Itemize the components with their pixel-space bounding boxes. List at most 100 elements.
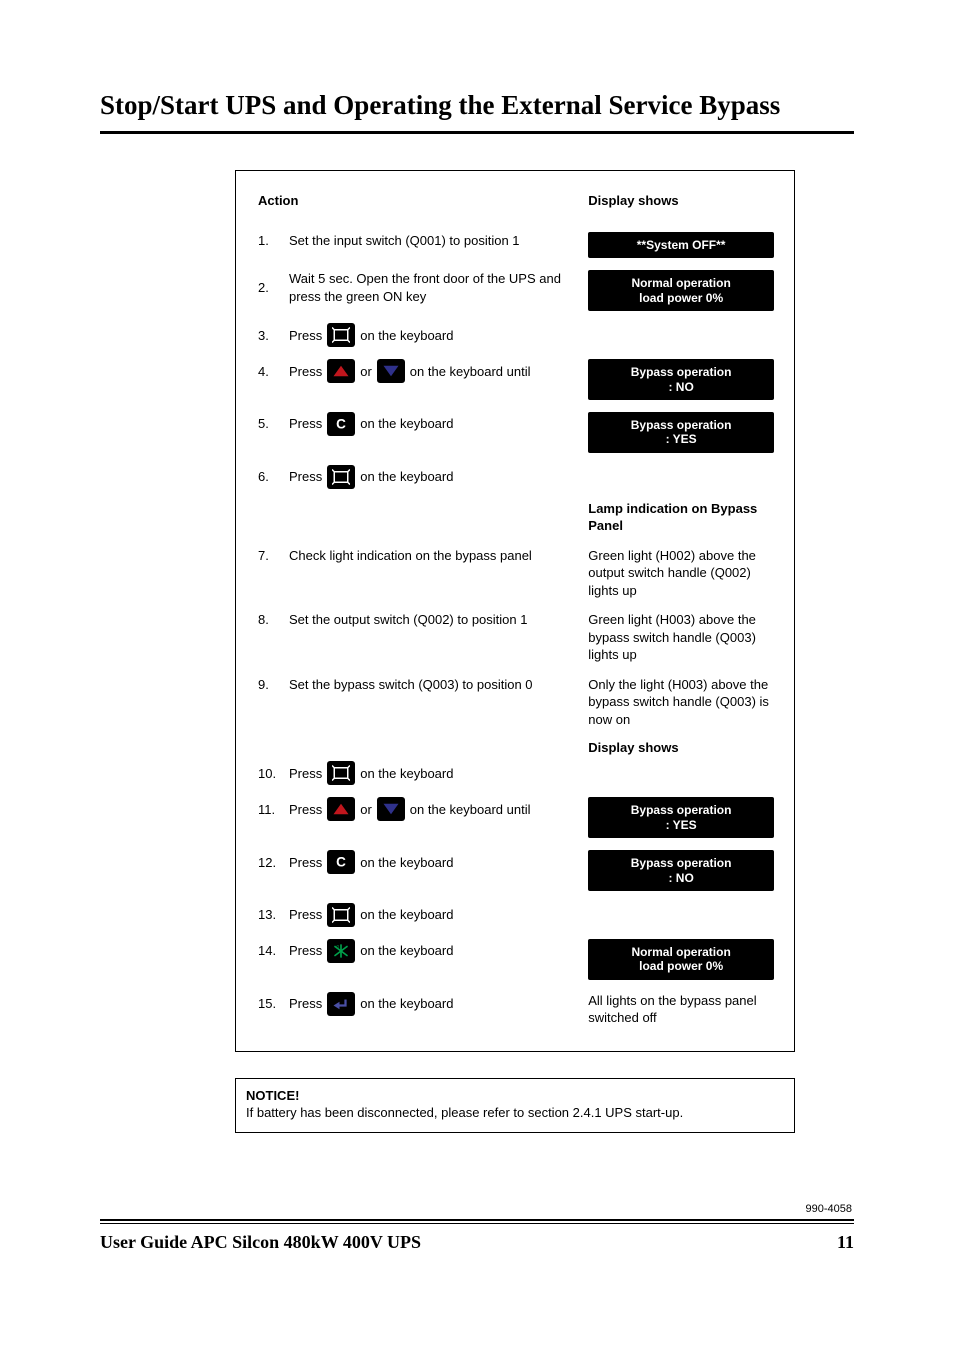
step-post: on the keyboard (360, 469, 453, 484)
step-number: 10. (258, 766, 284, 781)
badge-line1: Bypass operation (631, 365, 732, 379)
menu-key-icon (327, 761, 355, 785)
step-number: 12. (258, 855, 284, 870)
step-11: 11. Press or on the keyboard until Bypas… (258, 797, 774, 838)
down-key-icon (377, 797, 405, 821)
display-badge-normal-operation: Normal operation load power 0% (588, 939, 774, 980)
badge-line2: load power 0% (639, 959, 723, 973)
step-5: 5. Press on the keyboard Bypass operatio… (258, 412, 774, 453)
step-14: 14. Press on the keyboard Normal operati… (258, 939, 774, 980)
step-1: 1. Set the input switch (Q001) to positi… (258, 232, 774, 258)
badge-line1: Normal operation (631, 945, 730, 959)
display-shows-subhead: Display shows (588, 740, 774, 757)
document-id: 990-4058 (100, 1203, 854, 1215)
step-post: on the keyboard (360, 766, 453, 781)
display-badge-bypass-yes: Bypass operation : YES (588, 797, 774, 838)
up-key-icon (327, 359, 355, 383)
star-key-icon (327, 939, 355, 963)
step-post: on the keyboard until (410, 802, 531, 817)
display-badge-bypass-yes: Bypass operation : YES (588, 412, 774, 453)
step-number: 3. (258, 328, 284, 343)
display-badge-system-off: **System OFF** (588, 232, 774, 258)
display-plain: All lights on the bypass panel switched … (588, 992, 774, 1027)
lamp-indication-subhead: Lamp indication on Bypass Panel (588, 501, 774, 535)
step-number: 5. (258, 416, 284, 431)
step-pre: Press (289, 364, 322, 379)
step-number: 13. (258, 907, 284, 922)
step-number: 7. (258, 548, 284, 563)
footer-page-number: 11 (837, 1232, 854, 1253)
display-plain: Green light (H002) above the output swit… (588, 547, 774, 600)
step-pre: Press (289, 802, 322, 817)
section-rule (100, 131, 854, 134)
c-key-icon (327, 412, 355, 436)
badge-line1: Bypass operation (631, 856, 732, 870)
step-12: 12. Press on the keyboard Bypass operati… (258, 850, 774, 891)
display-plain: Only the light (H003) above the bypass s… (588, 676, 774, 729)
step-mid: or (360, 802, 372, 817)
badge-line1: Normal operation (631, 276, 730, 290)
step-post: on the keyboard (360, 943, 453, 958)
step-number: 2. (258, 280, 284, 295)
step-number: 11. (258, 802, 284, 817)
badge-line1: Bypass operation (631, 803, 732, 817)
step-3: 3. Press on the keyboard (258, 323, 774, 347)
page-footer: User Guide APC Silcon 480kW 400V UPS 11 (100, 1224, 854, 1253)
lamp-indication-row: Lamp indication on Bypass Panel (258, 501, 774, 535)
step-post: on the keyboard until (410, 364, 531, 379)
notice-box: NOTICE! If battery has been disconnected… (235, 1078, 795, 1133)
header-action: Action (258, 193, 578, 208)
c-key-icon (327, 850, 355, 874)
step-post: on the keyboard (360, 907, 453, 922)
step-text: Wait 5 sec. Open the front door of the U… (289, 270, 578, 305)
step-13: 13. Press on the keyboard (258, 903, 774, 927)
step-pre: Press (289, 943, 322, 958)
action-procedure-box: Action Display shows 1. Set the input sw… (235, 170, 795, 1052)
step-post: on the keyboard (360, 328, 453, 343)
step-6: 6. Press on the keyboard (258, 465, 774, 489)
step-text: Set the input switch (Q001) to position … (289, 232, 578, 250)
badge-line2: load power 0% (639, 291, 723, 305)
step-pre: Press (289, 766, 322, 781)
display-badge-bypass-no: Bypass operation : NO (588, 850, 774, 891)
step-7: 7. Check light indication on the bypass … (258, 547, 774, 600)
down-key-icon (377, 359, 405, 383)
step-text: Set the output switch (Q002) to position… (289, 611, 578, 629)
step-post: on the keyboard (360, 855, 453, 870)
step-mid: or (360, 364, 372, 379)
step-number: 4. (258, 364, 284, 379)
step-post: on the keyboard (360, 996, 453, 1011)
notice-body: If battery has been disconnected, please… (246, 1104, 784, 1122)
menu-key-icon (327, 903, 355, 927)
step-pre: Press (289, 855, 322, 870)
step-10: 10. Press on the keyboard (258, 761, 774, 785)
badge-line2: : NO (668, 871, 693, 885)
step-9: 9. Set the bypass switch (Q003) to posit… (258, 676, 774, 729)
menu-key-icon (327, 465, 355, 489)
action-header-row: Action Display shows (258, 193, 774, 208)
footer-title: User Guide APC Silcon 480kW 400V UPS (100, 1232, 421, 1253)
step-number: 9. (258, 677, 284, 692)
step-4: 4. Press or on the keyboard until Bypass… (258, 359, 774, 400)
badge-line2: : YES (666, 432, 697, 446)
step-8: 8. Set the output switch (Q002) to posit… (258, 611, 774, 664)
step-pre: Press (289, 996, 322, 1011)
enter-key-icon (327, 992, 355, 1016)
step-pre: Press (289, 469, 322, 484)
step-number: 6. (258, 469, 284, 484)
step-text: Set the bypass switch (Q003) to position… (289, 676, 578, 694)
display-plain: Green light (H003) above the bypass swit… (588, 611, 774, 664)
step-pre: Press (289, 907, 322, 922)
up-key-icon (327, 797, 355, 821)
step-pre: Press (289, 328, 322, 343)
step-number: 14. (258, 943, 284, 958)
footer-rule (100, 1219, 854, 1221)
step-number: 15. (258, 996, 284, 1011)
step-post: on the keyboard (360, 416, 453, 431)
display-shows-row: Display shows (258, 740, 774, 757)
notice-title: NOTICE! (246, 1087, 784, 1105)
section-title: Stop/Start UPS and Operating the Externa… (100, 90, 854, 121)
badge-line2: : YES (666, 818, 697, 832)
display-badge-normal-operation: Normal operation load power 0% (588, 270, 774, 311)
menu-key-icon (327, 323, 355, 347)
